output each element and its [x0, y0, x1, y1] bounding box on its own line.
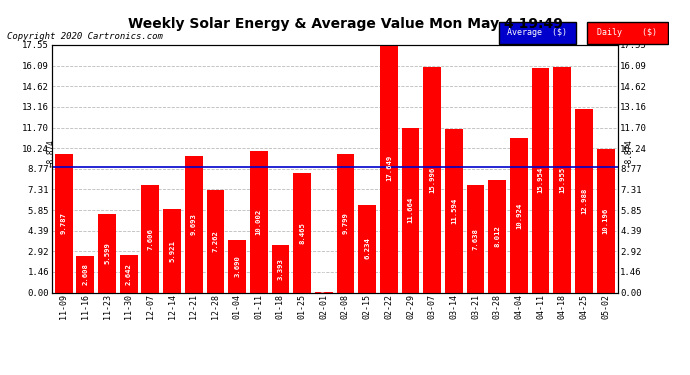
Text: Weekly Solar Energy & Average Value Mon May 4 19:49: Weekly Solar Energy & Average Value Mon …: [128, 17, 562, 31]
Bar: [402, 128, 420, 292]
Text: 0.008: 0.008: [321, 270, 327, 292]
Bar: [228, 240, 246, 292]
Text: Average  ($): Average ($): [507, 28, 567, 38]
Text: 9.799: 9.799: [342, 213, 348, 234]
Text: 2.642: 2.642: [126, 263, 132, 285]
Bar: [185, 156, 203, 292]
Bar: [293, 173, 311, 292]
Bar: [98, 213, 116, 292]
Text: 11.664: 11.664: [408, 197, 413, 223]
Text: 2.608: 2.608: [82, 263, 88, 285]
Bar: [423, 67, 441, 292]
Bar: [510, 138, 528, 292]
Text: 3.393: 3.393: [277, 258, 284, 279]
Bar: [532, 68, 549, 292]
FancyBboxPatch shape: [586, 21, 667, 44]
Text: 15.954: 15.954: [538, 167, 544, 193]
Text: ←8.874: ←8.874: [47, 140, 57, 167]
Text: 15.955: 15.955: [560, 167, 565, 193]
Text: 15.996: 15.996: [429, 166, 435, 193]
Bar: [272, 244, 289, 292]
Bar: [55, 154, 72, 292]
Text: 17.649: 17.649: [386, 155, 392, 181]
Bar: [489, 180, 506, 292]
Text: 10.002: 10.002: [256, 209, 262, 235]
Text: Copyright 2020 Cartronics.com: Copyright 2020 Cartronics.com: [7, 32, 163, 41]
Text: 6.234: 6.234: [364, 238, 370, 260]
Text: Daily    ($): Daily ($): [597, 28, 657, 38]
Text: 12.988: 12.988: [581, 188, 587, 214]
Bar: [163, 209, 181, 292]
Bar: [380, 44, 397, 292]
Text: 10.196: 10.196: [602, 207, 609, 234]
Text: 8.465: 8.465: [299, 222, 305, 244]
Bar: [597, 149, 615, 292]
Bar: [553, 68, 571, 292]
Text: 7.606: 7.606: [148, 228, 153, 250]
Bar: [250, 152, 268, 292]
Text: 9.787: 9.787: [61, 213, 67, 234]
Text: 8.012: 8.012: [494, 225, 500, 247]
Bar: [445, 129, 463, 292]
Bar: [575, 110, 593, 292]
FancyBboxPatch shape: [498, 21, 576, 44]
Text: 7.262: 7.262: [213, 230, 219, 252]
Text: 9.693: 9.693: [190, 213, 197, 235]
Text: 5.599: 5.599: [104, 242, 110, 264]
Bar: [77, 256, 95, 292]
Bar: [141, 185, 159, 292]
Bar: [120, 255, 137, 292]
Bar: [337, 154, 355, 292]
Text: 11.594: 11.594: [451, 198, 457, 224]
Text: 5.921: 5.921: [169, 240, 175, 262]
Bar: [206, 190, 224, 292]
Text: 7.638: 7.638: [473, 228, 479, 250]
Text: 3.690: 3.690: [234, 255, 240, 278]
Bar: [466, 185, 484, 292]
Bar: [358, 205, 376, 292]
Text: 10.924: 10.924: [516, 202, 522, 229]
Text: ←8.874: ←8.874: [624, 140, 633, 167]
